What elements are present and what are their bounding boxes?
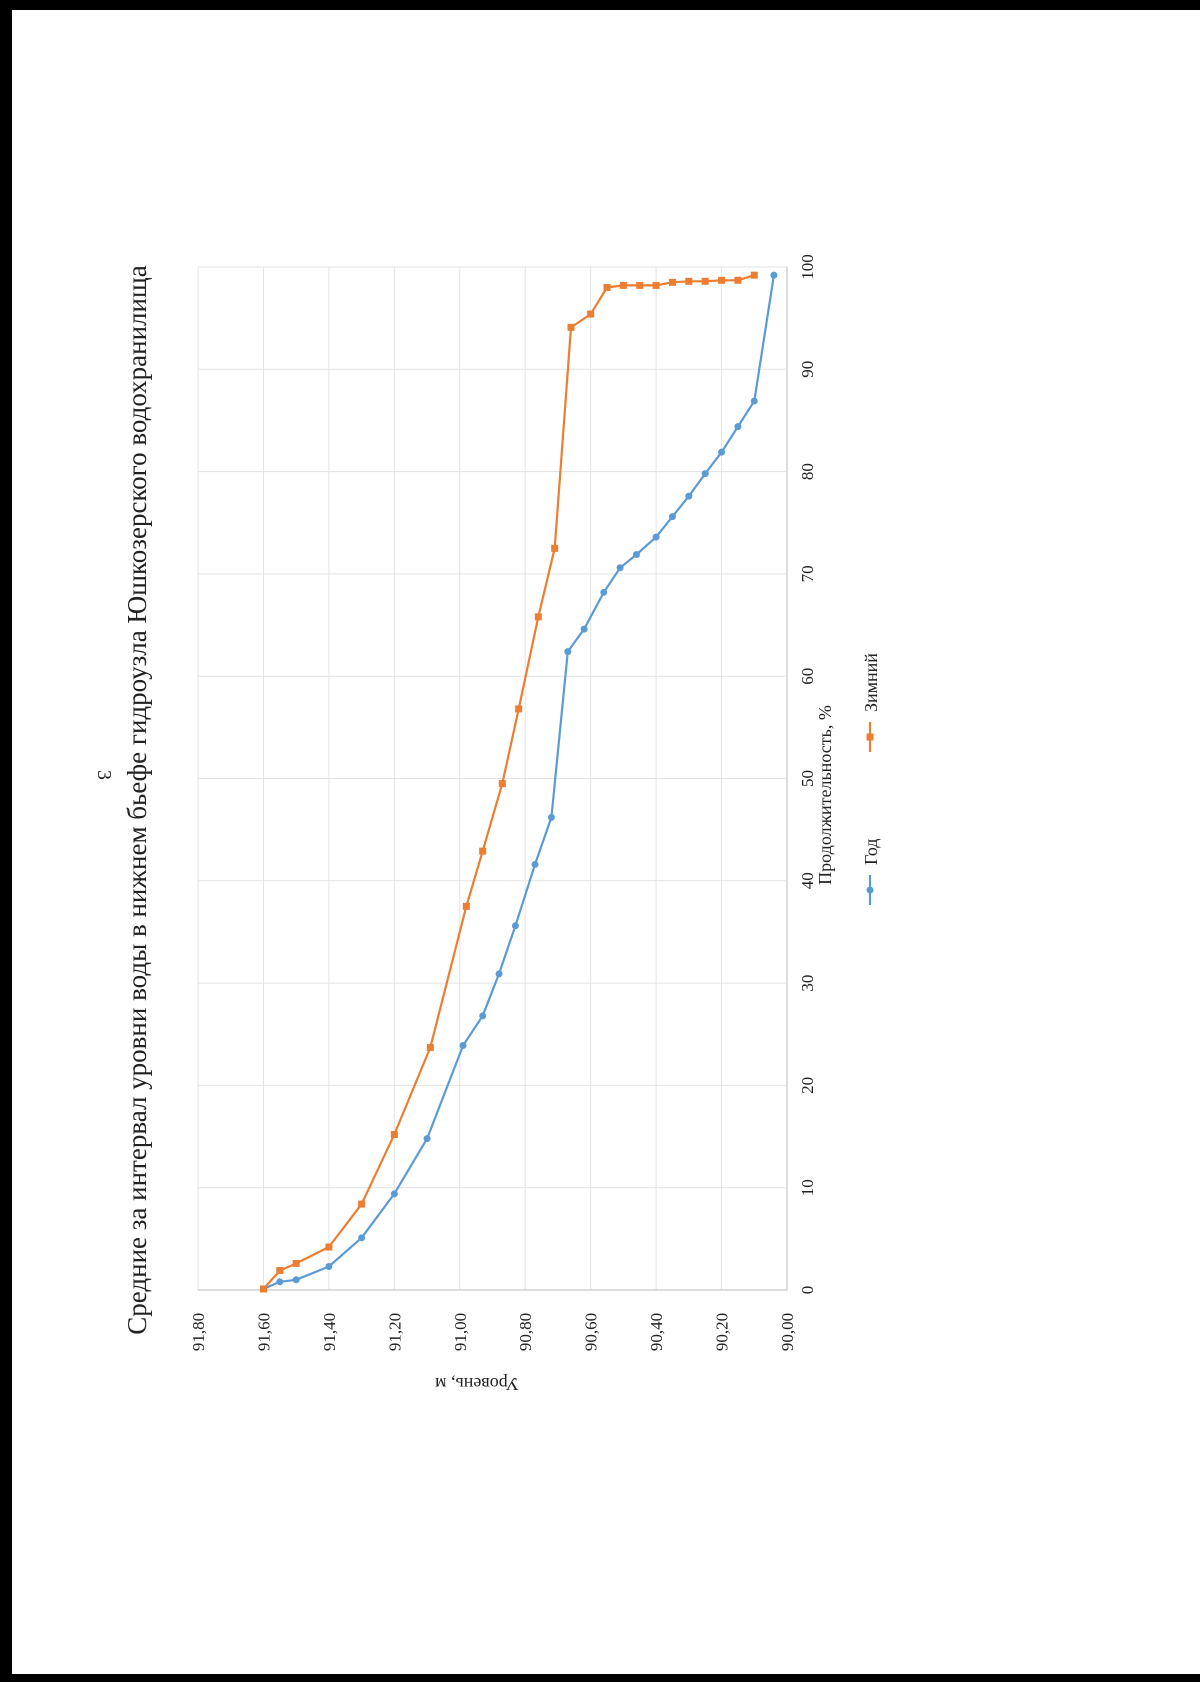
data-point-2 xyxy=(292,1259,300,1267)
data-point-2 xyxy=(685,277,693,285)
legend-label-1: Год xyxy=(861,839,881,865)
data-point-2 xyxy=(498,780,506,788)
series-layer xyxy=(259,271,778,1293)
data-point-1 xyxy=(701,470,709,478)
page-number: 3 xyxy=(93,770,115,780)
data-point-2 xyxy=(551,544,559,552)
data-point-2 xyxy=(276,1267,284,1275)
data-point-1 xyxy=(479,1012,487,1020)
data-point-2 xyxy=(426,1044,434,1052)
y-tick-label: 90,60 xyxy=(582,1313,601,1351)
data-point-1 xyxy=(358,1234,366,1242)
x-tick-label: 100 xyxy=(798,254,817,280)
data-point-1 xyxy=(718,448,726,456)
x-tick-label: 80 xyxy=(798,463,817,480)
data-point-1 xyxy=(632,550,640,558)
x-tick-label: 60 xyxy=(798,668,817,685)
data-point-1 xyxy=(276,1278,284,1286)
data-point-1 xyxy=(734,423,742,431)
y-axis-label: Уровень, м xyxy=(435,1374,519,1394)
x-tick-label: 30 xyxy=(798,975,817,992)
data-point-1 xyxy=(750,397,758,405)
data-point-1 xyxy=(511,922,519,930)
legend-marker-1 xyxy=(866,886,874,894)
y-tick-label: 90,00 xyxy=(778,1313,797,1351)
data-point-2 xyxy=(652,281,660,289)
data-point-1 xyxy=(547,813,555,821)
data-point-1 xyxy=(495,970,503,978)
data-point-2 xyxy=(619,281,627,289)
x-tick-label: 40 xyxy=(798,872,817,889)
y-tick-label: 90,20 xyxy=(713,1313,732,1351)
y-tick-label: 90,80 xyxy=(516,1313,535,1351)
data-point-2 xyxy=(603,283,611,291)
y-tick-label: 91,20 xyxy=(385,1313,404,1351)
x-tick-label: 90 xyxy=(798,361,817,378)
x-tick-label: 50 xyxy=(798,770,817,787)
chart-title: Средние за интервал уровни воды в нижнем… xyxy=(122,265,152,1335)
data-point-1 xyxy=(390,1190,398,1198)
data-point-1 xyxy=(600,588,608,596)
data-point-1 xyxy=(564,648,572,656)
grid xyxy=(197,266,788,1291)
axes: 90,00 90,20 90,40 90,60 90,80 91,00 91,20 91,40… xyxy=(189,254,817,1351)
series-line-2 xyxy=(262,274,755,1290)
data-point-2 xyxy=(734,276,742,284)
data-point-1 xyxy=(580,625,588,633)
legend: Год Зимний xyxy=(861,653,881,905)
data-point-2 xyxy=(462,902,470,910)
data-point-2 xyxy=(390,1131,398,1139)
data-point-1 xyxy=(770,271,778,279)
data-point-1 xyxy=(292,1276,300,1284)
x-tick-label: 0 xyxy=(798,1286,817,1295)
data-point-2 xyxy=(515,705,523,713)
data-point-2 xyxy=(534,613,542,621)
series-line-1 xyxy=(262,275,775,1291)
data-point-1 xyxy=(685,492,693,500)
legend-label-2: Зимний xyxy=(861,653,881,712)
data-point-2 xyxy=(587,310,595,318)
data-point-2 xyxy=(636,281,644,289)
x-tick-label: 20 xyxy=(798,1077,817,1094)
data-point-2 xyxy=(701,277,709,285)
data-point-2 xyxy=(259,1285,267,1293)
data-point-1 xyxy=(531,860,539,868)
x-tick-label: 70 xyxy=(798,565,817,582)
data-point-2 xyxy=(718,276,726,284)
y-tick-label: 91,40 xyxy=(320,1313,339,1351)
legend-marker-2 xyxy=(866,733,874,741)
data-point-1 xyxy=(616,564,624,572)
data-point-1 xyxy=(652,533,660,541)
y-tick-label: 90,40 xyxy=(647,1313,666,1351)
data-point-2 xyxy=(479,847,487,855)
data-point-2 xyxy=(750,271,758,279)
data-point-2 xyxy=(567,323,575,331)
data-point-1 xyxy=(423,1135,431,1143)
data-point-2 xyxy=(358,1200,366,1208)
data-point-2 xyxy=(668,278,676,286)
y-tick-label: 91,60 xyxy=(254,1313,273,1351)
x-axis-label: Продолжительность, % xyxy=(815,705,835,885)
data-point-1 xyxy=(459,1042,467,1050)
y-tick-label: 91,80 xyxy=(189,1313,208,1351)
data-point-2 xyxy=(325,1243,333,1251)
data-point-1 xyxy=(325,1262,333,1270)
data-point-1 xyxy=(668,513,676,521)
y-tick-label: 91,00 xyxy=(451,1313,470,1351)
x-tick-label: 10 xyxy=(798,1179,817,1196)
